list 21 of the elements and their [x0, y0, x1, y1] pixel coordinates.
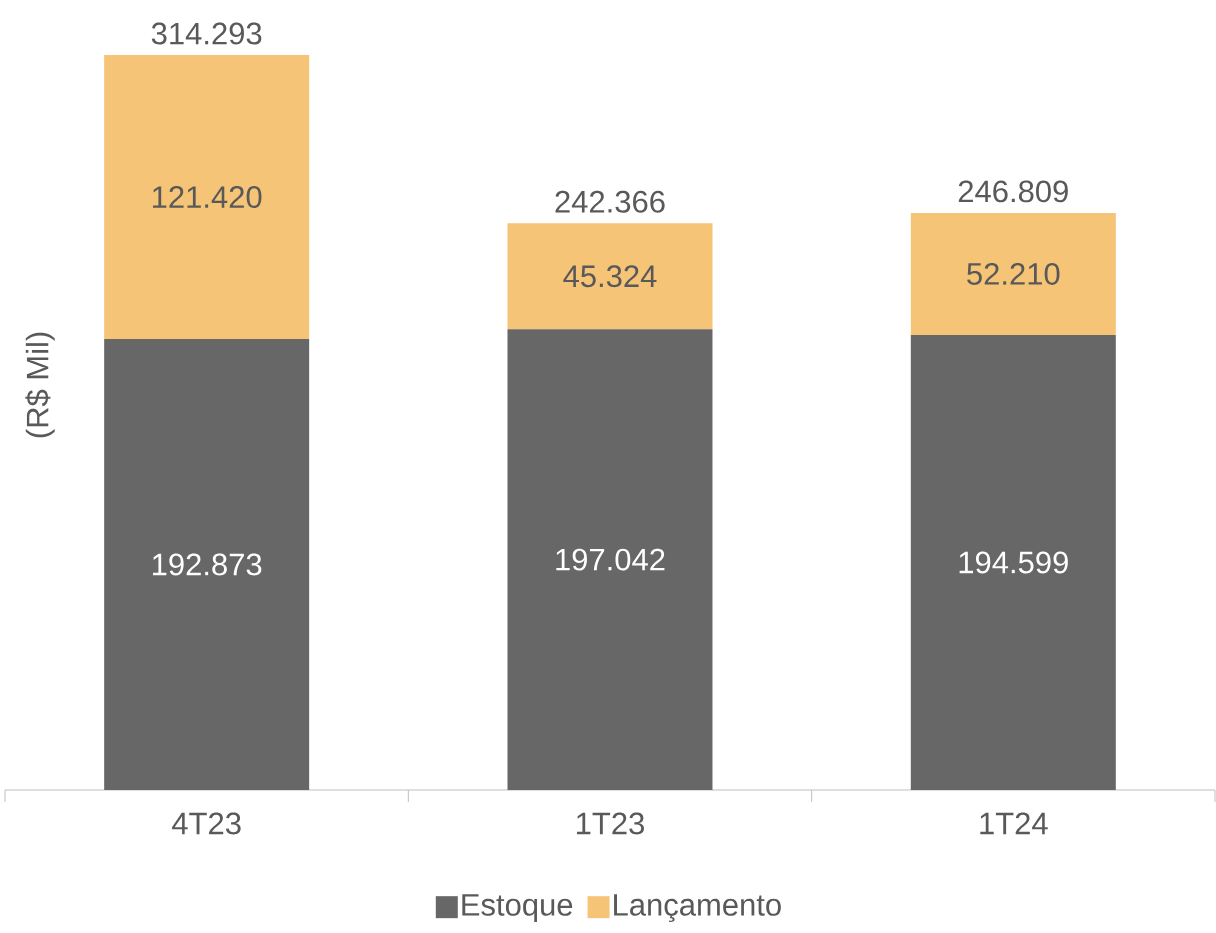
bar [910, 212, 1116, 335]
bar [910, 334, 1116, 790]
legend-label: Lançamento [614, 894, 781, 923]
total-label: 246.809 [958, 180, 1068, 203]
bar [104, 55, 310, 340]
data-label: 197.042 [556, 548, 665, 571]
total-label: 242.366 [555, 190, 665, 213]
total-label: 314.293 [151, 22, 262, 45]
data-label: 194.599 [959, 551, 1068, 574]
bar [507, 223, 713, 330]
data-label: 52.210 [967, 262, 1060, 285]
x-tick-label: 1T23 [577, 812, 644, 835]
bar [104, 339, 310, 790]
data-label: 121.420 [153, 186, 262, 209]
data-label: 45.324 [563, 265, 657, 288]
legend-label: Estoque [462, 894, 573, 922]
data-label: 192.873 [153, 553, 262, 576]
x-tick-label: 1T24 [980, 812, 1048, 835]
bar [507, 329, 713, 790]
x-tick-label: 4T23 [172, 812, 241, 835]
y-axis-title: (R$ Mil) [25, 332, 55, 438]
